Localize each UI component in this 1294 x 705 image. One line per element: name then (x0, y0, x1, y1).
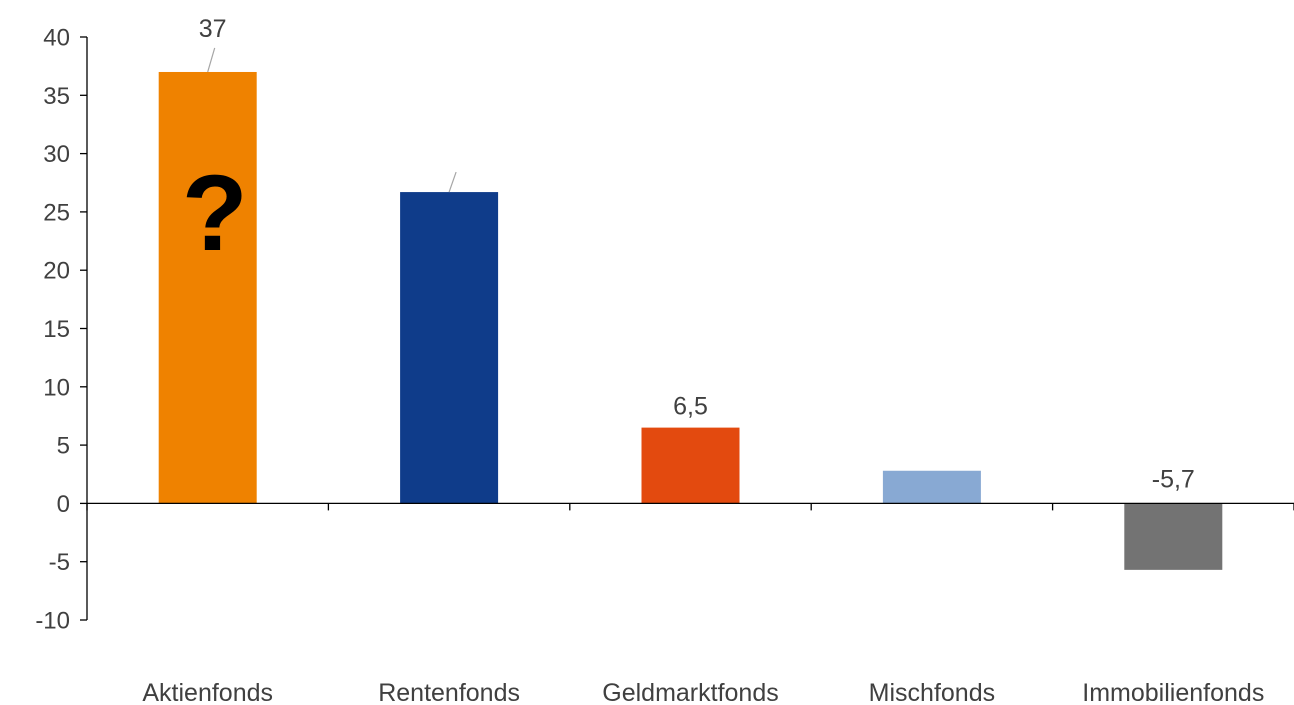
x-category-label: Immobilienfonds (1082, 679, 1264, 705)
y-tick-label: 35 (43, 83, 70, 110)
y-tick-label: -5 (49, 549, 70, 576)
data-labels: 37 6,5 -5,7 (199, 15, 1195, 493)
bar (158, 71, 257, 504)
label-leader-line (448, 171, 457, 193)
y-tick-label: 5 (57, 433, 70, 460)
y-axis: 40 35 30 25 20 15 10 5 0 -5 -10 (35, 25, 88, 635)
x-axis (86, 502, 1294, 511)
y-tick-label: 10 (43, 374, 70, 401)
y-tick-label: 20 (43, 258, 70, 285)
x-category-label: Geldmarktfonds (602, 679, 778, 705)
x-category-label: Aktienfonds (142, 679, 273, 705)
bars (158, 71, 1223, 570)
x-category-label: Mischfonds (869, 679, 995, 705)
y-tick-label: -10 (35, 608, 70, 635)
y-tick-label: 25 (43, 199, 70, 226)
y-tick-label: 40 (43, 25, 70, 52)
y-tick-label: 15 (43, 316, 70, 343)
x-category-label: Rentenfonds (378, 679, 520, 705)
data-label: 6,5 (673, 393, 708, 421)
data-label: 37 (199, 15, 227, 43)
label-leader-line (207, 47, 216, 73)
y-tick-label: 30 (43, 141, 70, 168)
bar (400, 192, 499, 504)
data-label: -5,7 (1152, 465, 1195, 493)
bar (641, 427, 740, 504)
question-mark-overlay: ? (182, 152, 248, 273)
bar (882, 470, 981, 504)
category-labels: Aktienfonds Rentenfonds Geldmarktfonds Misc… (142, 679, 1264, 705)
bar (1124, 503, 1223, 570)
y-tick-label: 0 (57, 491, 70, 518)
